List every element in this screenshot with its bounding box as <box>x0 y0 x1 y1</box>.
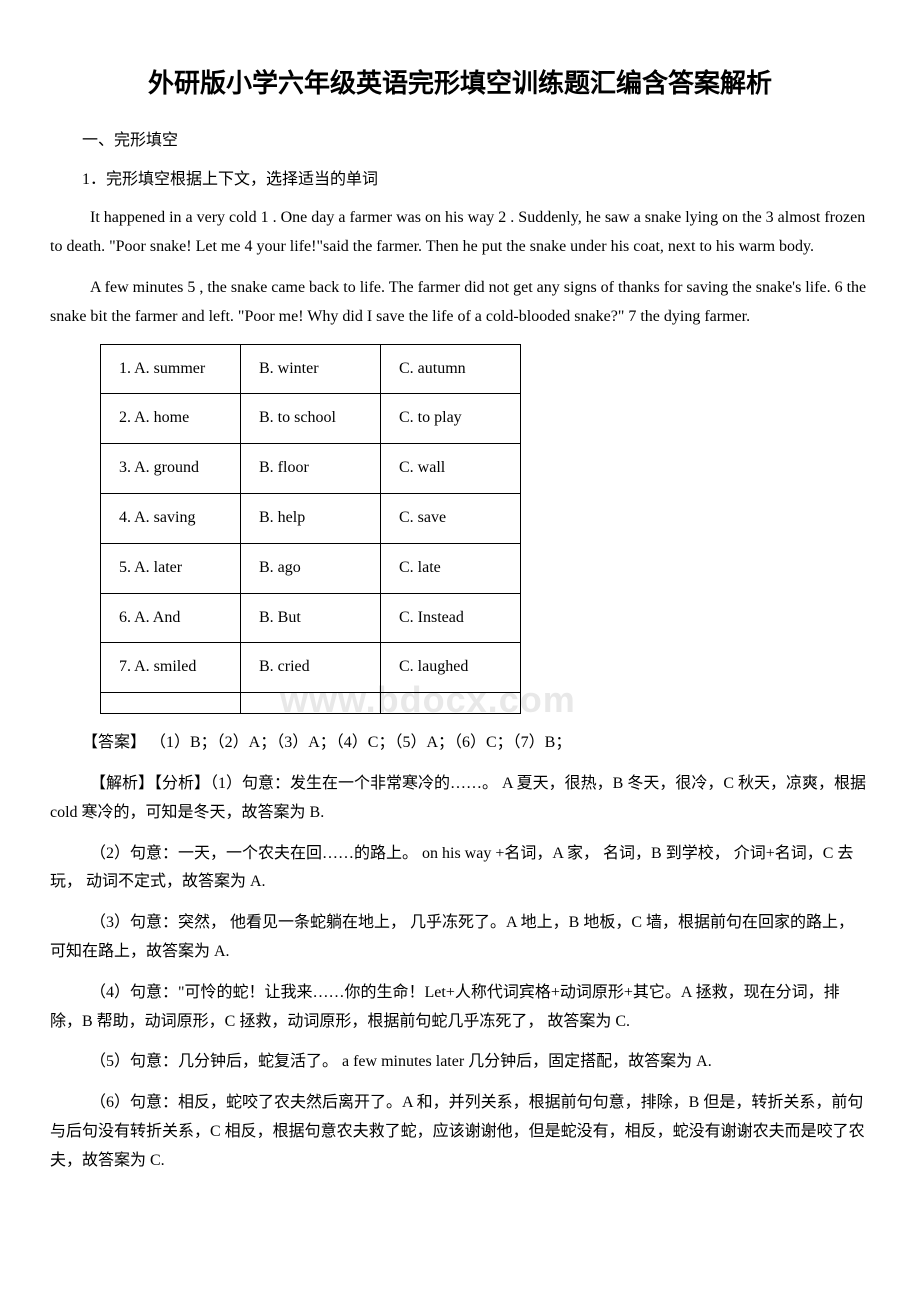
explanation-5: （5）句意：几分钟后，蛇复活了。 a few minutes later 几分钟… <box>50 1048 870 1077</box>
option-cell: 7. A. smiled <box>101 643 241 693</box>
section-header: 一、完形填空 <box>50 127 870 156</box>
table-row: 3. A. ground B. floor C. wall <box>101 444 521 494</box>
option-cell: 2. A. home <box>101 394 241 444</box>
explanation-3: （3）句意：突然， 他看见一条蛇躺在地上， 几乎冻死了。A 地上，B 地板，C … <box>50 909 870 967</box>
table-row: 6. A. And B. But C. Instead <box>101 593 521 643</box>
option-cell: C. Instead <box>381 593 521 643</box>
option-cell: B. to school <box>241 394 381 444</box>
table-row: 1. A. summer B. winter C. autumn <box>101 344 521 394</box>
option-cell: B. But <box>241 593 381 643</box>
option-cell <box>241 693 381 714</box>
option-cell: C. to play <box>381 394 521 444</box>
option-cell: B. floor <box>241 444 381 494</box>
passage-1: It happened in a very cold 1 . One day a… <box>50 204 870 262</box>
table-row <box>101 693 521 714</box>
table-row: 4. A. saving B. help C. save <box>101 493 521 543</box>
explanation-4: （4）句意："可怜的蛇！让我来……你的生命！Let+人称代词宾格+动词原形+其它… <box>50 979 870 1037</box>
option-cell <box>101 693 241 714</box>
option-cell: C. late <box>381 543 521 593</box>
options-table: 1. A. summer B. winter C. autumn 2. A. h… <box>100 344 521 715</box>
explanation-6: （6）句意：相反，蛇咬了农夫然后离开了。A 和，并列关系，根据前句句意，排除，B… <box>50 1089 870 1175</box>
option-cell: 1. A. summer <box>101 344 241 394</box>
option-cell: C. wall <box>381 444 521 494</box>
option-cell: B. winter <box>241 344 381 394</box>
option-cell <box>381 693 521 714</box>
table-row: 5. A. later B. ago C. late <box>101 543 521 593</box>
explanation-1: 【解析】【分析】（1）句意：发生在一个非常寒冷的……。 A 夏天，很热，B 冬天… <box>50 770 870 828</box>
option-cell: 6. A. And <box>101 593 241 643</box>
option-cell: B. help <box>241 493 381 543</box>
option-cell: C. save <box>381 493 521 543</box>
option-cell: 4. A. saving <box>101 493 241 543</box>
passage-2: A few minutes 5 , the snake came back to… <box>50 274 870 332</box>
option-cell: 5. A. later <box>101 543 241 593</box>
option-cell: B. ago <box>241 543 381 593</box>
option-cell: C. autumn <box>381 344 521 394</box>
document-title: 外研版小学六年级英语完形填空训练题汇编含答案解析 <box>50 60 870 107</box>
answer-key: 【答案】 （1）B；（2）A；（3）A；（4）C；（5）A；（6）C；（7）B； <box>50 729 870 758</box>
table-row: 2. A. home B. to school C. to play <box>101 394 521 444</box>
question-header: 1．完形填空根据上下文，选择适当的单词 <box>50 166 870 195</box>
explanation-2: （2）句意：一天，一个农夫在回……的路上。 on his way +名词，A 家… <box>50 840 870 898</box>
option-cell: C. laughed <box>381 643 521 693</box>
option-cell: B. cried <box>241 643 381 693</box>
option-cell: 3. A. ground <box>101 444 241 494</box>
table-row: 7. A. smiled B. cried C. laughed <box>101 643 521 693</box>
